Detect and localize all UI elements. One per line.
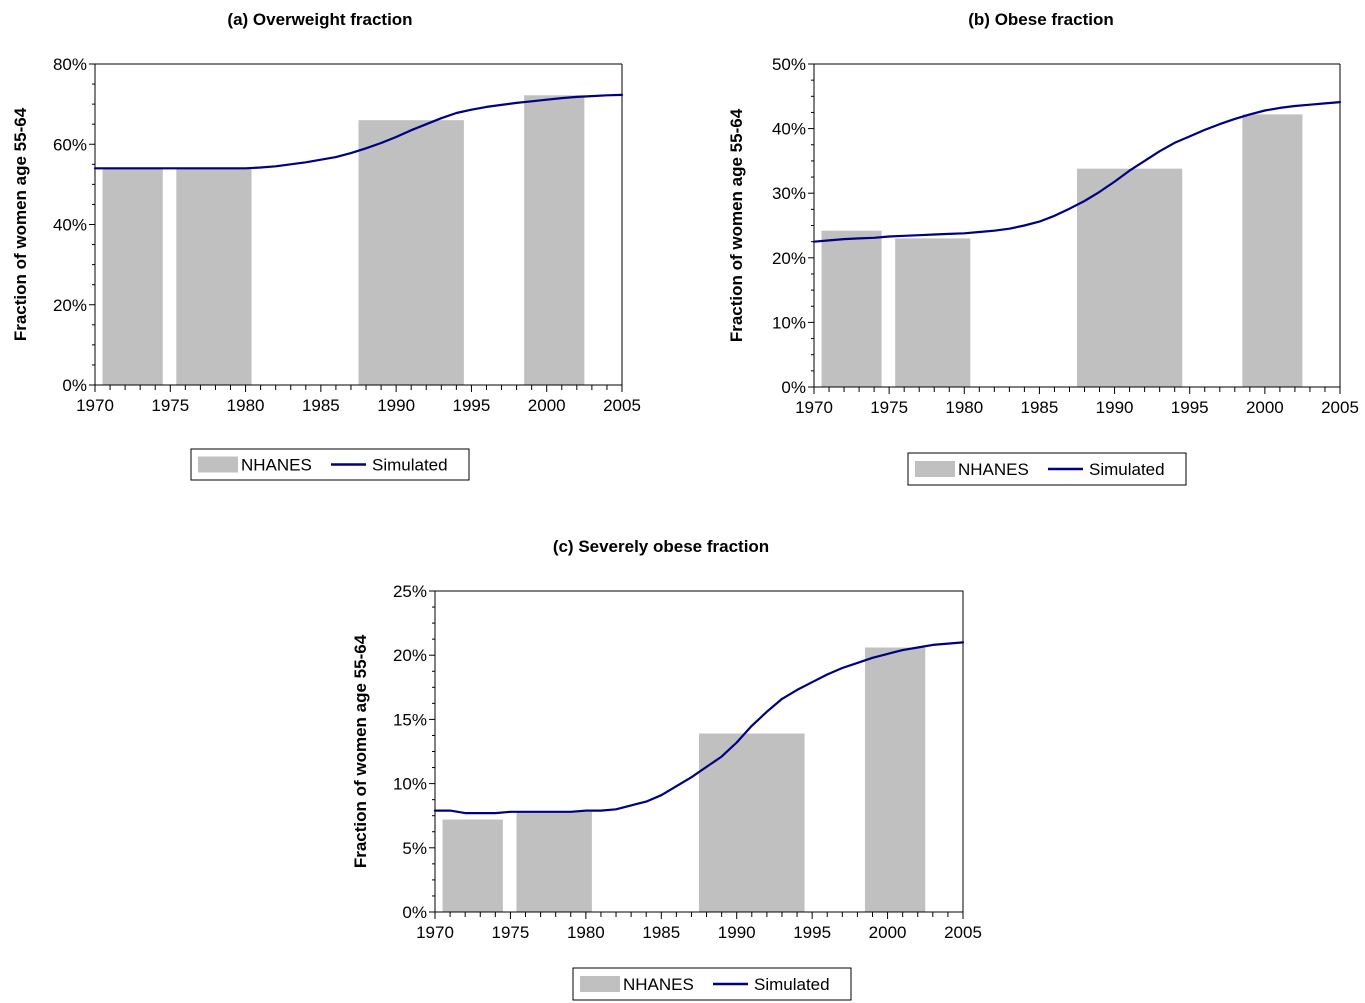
x-tick-label: 1985 (1021, 398, 1059, 417)
nhanes-bar (102, 167, 163, 385)
x-tick-label: 1995 (453, 396, 491, 415)
x-tick-label: 1990 (718, 923, 756, 942)
chart-title: (c) Severely obese fraction (553, 537, 769, 556)
x-tick-label: 1990 (377, 396, 415, 415)
x-tick-label: 1970 (795, 398, 833, 417)
nhanes-bar (524, 95, 585, 386)
legend-label-simulated: Simulated (1089, 460, 1165, 479)
nhanes-bar (516, 811, 592, 912)
legend: NHANES Simulated (572, 967, 852, 1001)
simulated-series-line (812, 100, 1342, 243)
x-tick-label: 1975 (870, 398, 908, 417)
y-axis-label: Fraction of women age 55-64 (727, 108, 746, 342)
x-tick-label: 2000 (528, 396, 566, 415)
y-tick-label: 20% (53, 296, 87, 315)
x-tick-label: 2000 (869, 923, 907, 942)
y-tick-label: 60% (53, 135, 87, 154)
x-tick-label: 1980 (945, 398, 983, 417)
x-tick-label: 1970 (416, 923, 454, 942)
legend: NHANES Simulated (907, 452, 1187, 486)
x-tick-label: 2005 (1321, 398, 1359, 417)
simulated-series-line (433, 641, 965, 815)
y-tick-label: 0% (62, 376, 87, 395)
y-tick-label: 50% (772, 55, 806, 74)
y-tick-label: 30% (772, 184, 806, 203)
x-tick-label: 1985 (642, 923, 680, 942)
x-tick-label: 2005 (944, 923, 982, 942)
y-tick-label: 5% (402, 839, 427, 858)
nhanes-bar (699, 733, 805, 912)
y-tick-label: 20% (772, 249, 806, 268)
chart-title: (b) Obese fraction (968, 10, 1113, 29)
nhanes-bar (864, 647, 926, 912)
y-tick-label: 20% (393, 646, 427, 665)
x-tick-label: 2000 (1246, 398, 1284, 417)
y-tick-label: 0% (402, 903, 427, 922)
x-tick-label: 1995 (793, 923, 831, 942)
legend-label-simulated: Simulated (754, 975, 830, 994)
y-tick-label: 25% (393, 582, 427, 601)
nhanes-bar (1242, 114, 1303, 387)
legend-label-nhanes: NHANES (958, 460, 1029, 479)
nhanes-bar (442, 819, 503, 912)
nhanes-bar (1077, 168, 1183, 387)
y-tick-label: 40% (53, 216, 87, 235)
nhanes-bar (895, 238, 971, 387)
x-tick-label: 1990 (1096, 398, 1134, 417)
x-tick-label: 1970 (76, 396, 114, 415)
x-tick-label: 1980 (567, 923, 605, 942)
y-tick-label: 40% (772, 120, 806, 139)
legend-label-nhanes: NHANES (623, 975, 694, 994)
x-tick-label: 2005 (603, 396, 641, 415)
x-tick-label: 1980 (227, 396, 265, 415)
chart-title: (a) Overweight fraction (227, 10, 412, 29)
x-tick-label: 1985 (302, 396, 340, 415)
y-tick-label: 0% (781, 378, 806, 397)
y-tick-label: 10% (772, 313, 806, 332)
simulated-series-line (93, 93, 624, 170)
legend: NHANES Simulated (190, 448, 470, 481)
legend-label-nhanes: NHANES (241, 456, 312, 475)
x-tick-label: 1975 (151, 396, 189, 415)
y-tick-label: 10% (393, 775, 427, 794)
chart-overweight: (a) Overweight fraction Fraction of women… (11, 10, 641, 481)
legend-swatch-nhanes (580, 976, 620, 992)
x-tick-label: 1975 (492, 923, 530, 942)
nhanes-bar (821, 230, 882, 387)
legend-swatch-nhanes (915, 461, 955, 477)
y-tick-label: 15% (393, 710, 427, 729)
y-tick-label: 80% (53, 55, 87, 74)
legend-swatch-nhanes (198, 456, 238, 473)
nhanes-bar (358, 120, 464, 386)
chart-severely-obese: (c) Severely obese fraction Fraction of w… (351, 537, 982, 1001)
y-axis-label: Fraction of women age 55-64 (351, 634, 370, 868)
y-axis-label: Fraction of women age 55-64 (11, 107, 30, 341)
nhanes-bar (176, 168, 252, 385)
x-tick-label: 1995 (1171, 398, 1209, 417)
legend-label-simulated: Simulated (372, 456, 448, 475)
chart-obese: (b) Obese fraction Fraction of women age … (727, 10, 1359, 486)
